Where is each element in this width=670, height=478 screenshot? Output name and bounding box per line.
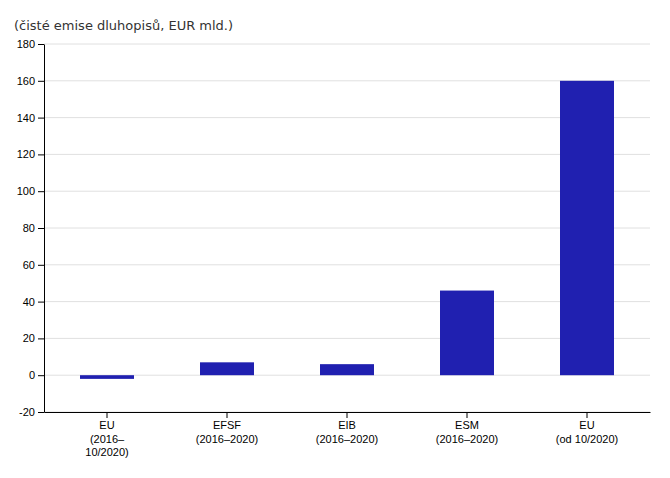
- x-tick-mark: [227, 412, 228, 418]
- y-tick-label: -20: [19, 406, 35, 418]
- y-tick-label: 40: [23, 296, 35, 308]
- x-tick-label: EFSF (2016–2020): [196, 419, 258, 445]
- bar: [560, 81, 614, 375]
- y-tick: 20: [23, 332, 44, 344]
- y-tick-mark: [38, 191, 44, 192]
- y-axis-title: (čisté emise dluhopisů, EUR mld.): [14, 18, 233, 33]
- x-tick-label-line: (2016–2020): [196, 433, 258, 445]
- y-tick: 60: [23, 259, 44, 271]
- y-axis: -20 0 20 40 60 80 100 120 140 160 180: [17, 38, 45, 418]
- x-tick-label: EU (od 10/2020): [556, 419, 618, 445]
- x-tick-label-line: (2016–2020): [436, 433, 498, 445]
- x-tick: ESM (2016–2020): [436, 412, 498, 445]
- y-tick: 160: [17, 75, 44, 87]
- grid-line: [44, 338, 650, 339]
- x-tick-label-line: EU: [99, 419, 114, 431]
- x-tick-label: EU (2016–10/2020): [85, 419, 128, 459]
- grid-line: [44, 117, 650, 118]
- x-tick-label-line: ESM: [455, 419, 479, 431]
- grid-line: [44, 228, 650, 229]
- x-tick-label-line: 10/2020): [85, 446, 128, 458]
- x-tick-label: ESM (2016–2020): [436, 419, 498, 445]
- x-tick-label-line: (od 10/2020): [556, 433, 618, 445]
- y-tick-mark: [38, 81, 44, 82]
- y-tick-mark: [38, 118, 44, 119]
- x-axis: EU (2016–10/2020) EFSF (2016–2020) EIB (2016–…: [45, 412, 651, 458]
- x-tick-label-line: EFSF: [213, 419, 241, 431]
- x-tick: EU (od 10/2020): [556, 412, 618, 445]
- grid-line: [44, 44, 650, 45]
- grid-line: [44, 264, 650, 265]
- y-tick-label: 140: [17, 112, 35, 124]
- y-tick-mark: [38, 412, 44, 413]
- x-tick-label-line: (2016–2020): [316, 433, 378, 445]
- x-tick: EIB (2016–2020): [316, 412, 378, 445]
- y-tick: 100: [17, 185, 44, 197]
- y-tick: -20: [19, 406, 44, 418]
- y-tick: 120: [17, 148, 44, 160]
- y-tick-label: 120: [17, 148, 35, 160]
- x-tick: EU (2016–10/2020): [85, 412, 128, 458]
- y-tick-mark: [38, 228, 44, 229]
- y-tick-mark: [38, 302, 44, 303]
- y-tick-label: 80: [23, 222, 35, 234]
- grid: [44, 44, 650, 412]
- x-tick-label-line: EIB: [338, 419, 356, 431]
- y-tick: 140: [17, 112, 44, 124]
- bar: [320, 364, 374, 375]
- x-tick-label-line: (2016–: [90, 433, 125, 445]
- y-tick-label: 20: [23, 332, 35, 344]
- y-tick: 0: [29, 369, 44, 381]
- x-tick-mark: [107, 412, 108, 418]
- grid-line: [44, 191, 650, 192]
- y-tick-label: 0: [29, 369, 35, 381]
- grid-line: [44, 80, 650, 81]
- y-axis-line: [44, 45, 45, 413]
- y-tick-mark: [38, 265, 44, 266]
- y-tick-label: 180: [17, 38, 35, 50]
- y-tick: 80: [23, 222, 44, 234]
- y-tick-mark: [38, 338, 44, 339]
- plot-area: -20 0 20 40 60 80 100 120 140 160 180 EU (2016–10/20…: [17, 38, 651, 458]
- bar: [200, 362, 254, 375]
- y-tick-label: 100: [17, 185, 35, 197]
- y-tick-mark: [38, 375, 44, 376]
- x-tick-mark: [467, 412, 468, 418]
- grid-line: [44, 301, 650, 302]
- y-tick: 180: [17, 38, 44, 50]
- x-tick-label: EIB (2016–2020): [316, 419, 378, 445]
- bar: [80, 375, 134, 379]
- bars: [80, 81, 614, 379]
- grid-line: [44, 154, 650, 155]
- x-tick-mark: [347, 412, 348, 418]
- x-tick: EFSF (2016–2020): [196, 412, 258, 445]
- x-tick-mark: [587, 412, 588, 418]
- bar: [440, 291, 494, 376]
- y-tick-label: 160: [17, 75, 35, 87]
- y-tick-mark: [38, 154, 44, 155]
- y-tick-label: 60: [23, 259, 35, 271]
- y-tick-mark: [38, 44, 44, 45]
- x-tick-label-line: EU: [579, 419, 594, 431]
- chart: -20 0 20 40 60 80 100 120 140 160 180 EU (2016–10/20…: [0, 0, 670, 478]
- y-tick: 40: [23, 296, 44, 308]
